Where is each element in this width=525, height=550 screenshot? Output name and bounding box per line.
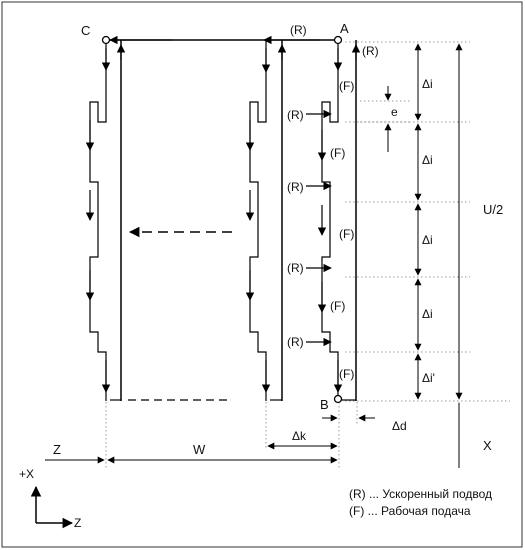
label-f-5: (F) <box>339 367 354 381</box>
point-a-label: A <box>340 21 349 36</box>
delta-i-label-3: Δi <box>422 233 433 247</box>
label-r-4: (R) <box>287 335 304 349</box>
axis-indicator <box>30 485 74 529</box>
point-c-marker <box>101 35 111 45</box>
u-half-label: U/2 <box>483 202 503 217</box>
w-label: W <box>193 442 206 457</box>
axis-plus-x-label: +X <box>19 467 34 481</box>
delta-i-dimensions <box>384 43 463 468</box>
axis-z-label: Z <box>74 516 81 530</box>
point-b-label: B <box>320 397 329 412</box>
peck-path-left <box>89 40 107 401</box>
label-f-1: (F) <box>339 79 354 93</box>
e-label: e <box>391 105 398 119</box>
label-r-3: (R) <box>287 261 304 275</box>
peck-path-mid <box>249 40 267 401</box>
label-r-top: (R) <box>290 23 307 37</box>
label-f-4: (F) <box>330 299 345 313</box>
legend-rapid: (R) ... Ускоренный подвод <box>349 487 492 501</box>
peck-arrows <box>85 44 361 401</box>
delta-i-label-2: Δi <box>422 153 433 167</box>
point-b-marker <box>333 394 343 404</box>
dotted-guides <box>105 41 510 470</box>
label-f-2: (F) <box>330 146 345 160</box>
delta-d-label: Δd <box>392 419 407 433</box>
legend-feed: (F) ... Рабочая подача <box>349 504 471 518</box>
z-dim-label: Z <box>53 442 61 457</box>
label-r-2: (R) <box>287 180 304 194</box>
bottom-dimensions <box>45 414 375 464</box>
delta-k-label: Δk <box>292 429 307 443</box>
delta-i-prime-label: Δi' <box>422 371 435 385</box>
rapid-pointer-arrows <box>306 109 332 347</box>
peck-path-right <box>321 40 339 401</box>
label-r-a: (R) <box>362 44 379 58</box>
x-dim-label: X <box>483 438 492 453</box>
delta-i-label-4: Δi <box>422 307 433 321</box>
point-a-marker <box>333 35 343 45</box>
delta-i-label-1: Δi <box>422 77 433 91</box>
label-f-3: (F) <box>339 227 354 241</box>
point-c-label: C <box>81 23 90 38</box>
label-r-1: (R) <box>287 108 304 122</box>
